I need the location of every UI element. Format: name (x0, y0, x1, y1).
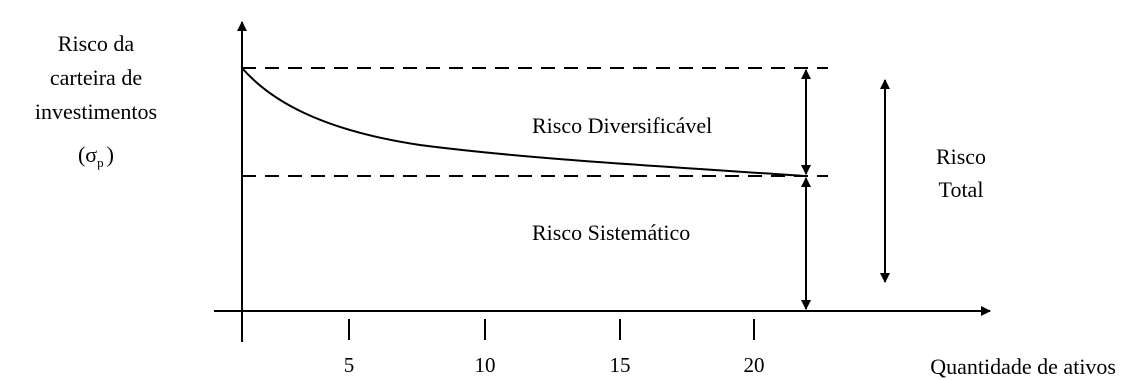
y-axis-label-subscript: p (97, 155, 104, 170)
x-tick-label-5: 5 (344, 353, 355, 377)
portfolio-risk-curve (241, 67, 806, 177)
y-axis-label-line3: investimentos (35, 99, 157, 124)
x-tick-label-10: 10 (475, 353, 496, 377)
x-tick-label-20: 20 (744, 353, 765, 377)
x-tick-label-15: 15 (610, 353, 631, 377)
total-risk-label-line1: Risco (936, 144, 986, 169)
y-axis-label-sigma: (σp) (78, 142, 114, 170)
systematic-risk-label: Risco Sistemático (532, 220, 690, 245)
diversifiable-risk-label: Risco Diversificável (532, 113, 712, 138)
x-axis-label: Quantidade de ativos (930, 354, 1116, 379)
y-axis-label-sigma-open: (σ (78, 142, 97, 167)
y-axis-label-close: ) (107, 142, 114, 167)
total-risk-label-line2: Total (939, 177, 984, 202)
y-axis-label-line2: carteira de (50, 65, 142, 90)
y-axis-label-line1: Risco da (58, 31, 135, 56)
